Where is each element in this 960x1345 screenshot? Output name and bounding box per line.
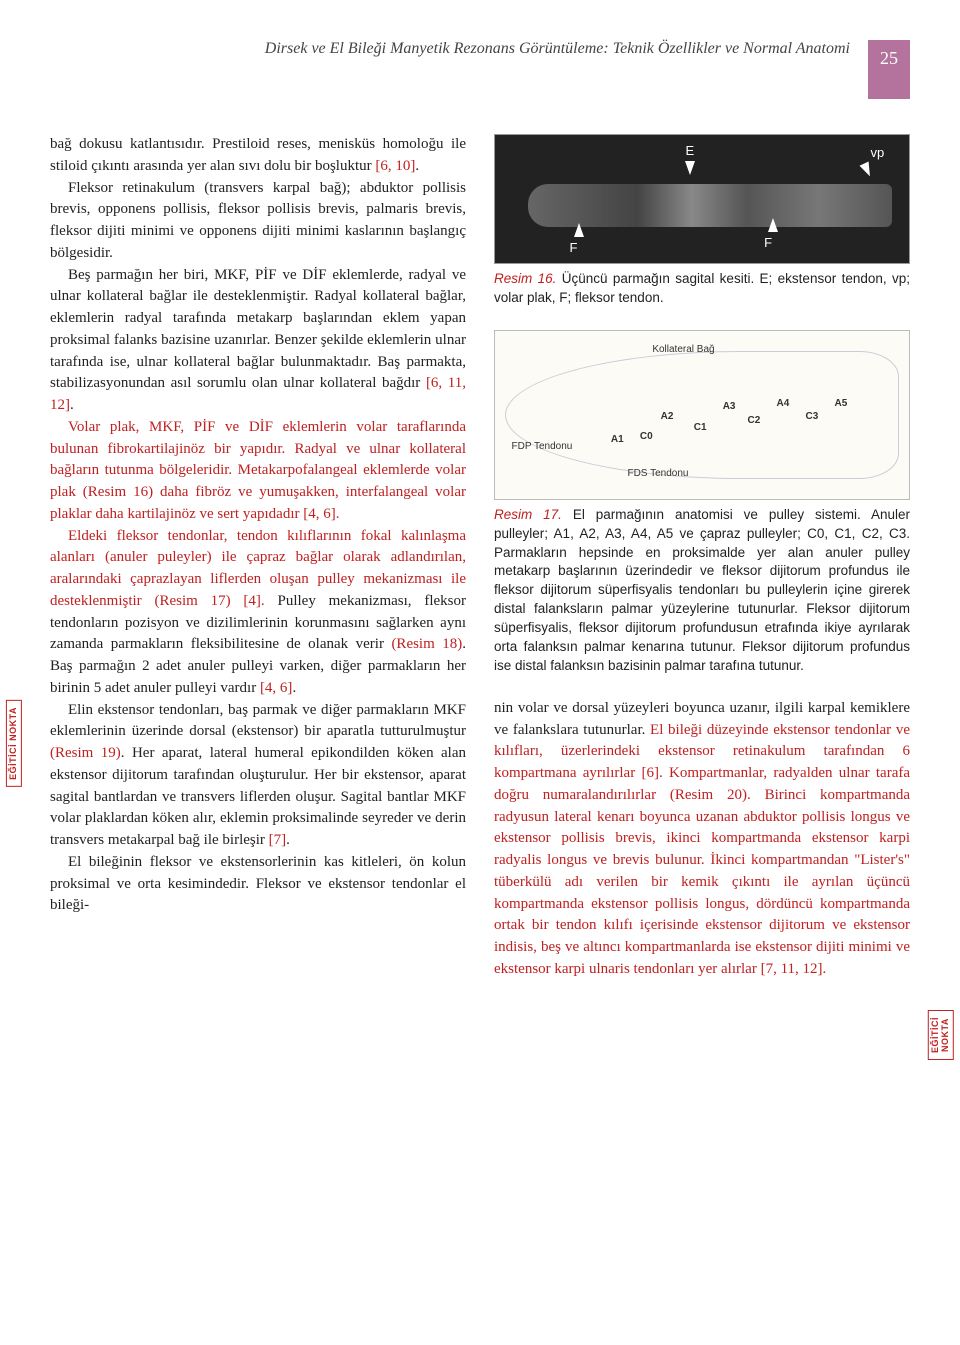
para-1: bağ dokusu katlantısıdır. Prestiloid res… [50, 134, 466, 178]
label-a4: A4 [777, 398, 790, 409]
label-a2: A2 [661, 411, 674, 422]
highlight-text: . [823, 961, 827, 977]
para-6: Elin ekstensor tendonları, baş parmak ve… [50, 700, 466, 852]
body-text-left: bağ dokusu katlantısıdır. Prestiloid res… [50, 134, 466, 917]
text: . [70, 397, 74, 413]
label-a1: A1 [611, 434, 624, 445]
para-3: Beş parmağın her biri, MKF, PİF ve DİF e… [50, 265, 466, 417]
figure-16-caption: Resim 16. Üçüncü parmağın sagital kesiti… [494, 270, 910, 308]
text: Elin ekstensor tendonları, baş parmak ve… [50, 702, 466, 740]
text: . [292, 680, 296, 696]
text: . [286, 832, 290, 848]
side-tab-left: EĞİTİCİ NOKTA [6, 700, 22, 787]
figure-ref: (Resim 16) [83, 484, 153, 500]
figure-ref: (Resim 17) [154, 593, 230, 609]
figure-17-caption: Resim 17. El parmağının anatomisi ve pul… [494, 506, 910, 676]
two-column-layout: bağ dokusu katlantısıdır. Prestiloid res… [50, 134, 910, 981]
text: Beş parmağın her biri, MKF, PİF ve DİF e… [50, 267, 466, 392]
page-number-badge: 25 [868, 40, 910, 99]
figure-16-image: E vp F F [494, 134, 910, 264]
label-c1: C1 [694, 422, 707, 433]
running-title: Dirsek ve El Bileği Manyetik Rezonans Gö… [50, 40, 868, 58]
label-c2: C2 [748, 415, 761, 426]
arrow-icon [768, 218, 778, 232]
label-c0: C0 [640, 431, 653, 442]
text: . [415, 158, 419, 174]
para-r1: nin volar ve dorsal yüzeyleri boyunca uz… [494, 698, 910, 981]
page-header: Dirsek ve El Bileği Manyetik Rezonans Gö… [50, 40, 910, 99]
figure-16: E vp F F Resim 16. Üçüncü parmağın sagit… [494, 134, 910, 308]
side-tab-right: EĞİTİCİ NOKTA [928, 1010, 954, 1060]
body-text-right: nin volar ve dorsal yüzeyleri boyunca uz… [494, 698, 910, 981]
citation: [4, 6] [303, 506, 336, 522]
para-2: Fleksor retinakulum (transvers karpal ba… [50, 178, 466, 265]
label-e: E [685, 143, 694, 158]
figure-ref: (Resim 18) [391, 636, 462, 652]
label-f2: F [764, 235, 772, 250]
label-f1: F [570, 240, 578, 255]
figure-ref: (Resim 19) [50, 745, 121, 761]
citation: [6, 10] [375, 158, 415, 174]
caption-text: Üçüncü parmağın sagital kesiti. E; ekste… [494, 271, 910, 305]
figure-number: Resim 17. [494, 507, 562, 522]
citation: [6] [641, 765, 659, 781]
figure-number: Resim 16. [494, 271, 556, 286]
label-fdp: FDP Tendonu [512, 441, 573, 452]
label-kollateral: Kollateral Bağ [652, 344, 714, 355]
label-a5: A5 [834, 398, 847, 409]
label-a3: A3 [723, 401, 736, 412]
citation: [4, 6] [260, 680, 293, 696]
citation: [4] [231, 593, 261, 609]
arrow-icon [859, 162, 874, 179]
citation: [7] [269, 832, 287, 848]
label-vp: vp [870, 145, 884, 160]
arrow-icon [685, 161, 695, 175]
label-c3: C3 [806, 411, 819, 422]
para-7: El bileğinin fleksor ve ekstensorlerinin… [50, 852, 466, 917]
citation: [7, 11, 12] [761, 961, 823, 977]
para-4: Volar plak, MKF, PİF ve DİF eklemlerin v… [50, 417, 466, 526]
arrow-icon [574, 223, 584, 237]
figure-ref: (Resim 20) [670, 787, 747, 803]
caption-text: El parmağının anatomisi ve pulley sistem… [494, 507, 910, 673]
para-5: Eldeki fleksor tendonlar, tendon kılıfla… [50, 526, 466, 700]
highlight-text: . Birinci kompartmanda radyusun lateral … [494, 787, 910, 977]
left-column: bağ dokusu katlantısıdır. Prestiloid res… [50, 134, 466, 981]
figure-17-image: Kollateral Bağ FDP Tendonu FDS Tendonu A… [494, 330, 910, 500]
highlight-text: . [336, 506, 340, 522]
highlight-text: . [261, 593, 278, 609]
label-fds: FDS Tendonu [627, 468, 688, 479]
right-column: E vp F F Resim 16. Üçüncü parmağın sagit… [494, 134, 910, 981]
figure-17: Kollateral Bağ FDP Tendonu FDS Tendonu A… [494, 330, 910, 676]
